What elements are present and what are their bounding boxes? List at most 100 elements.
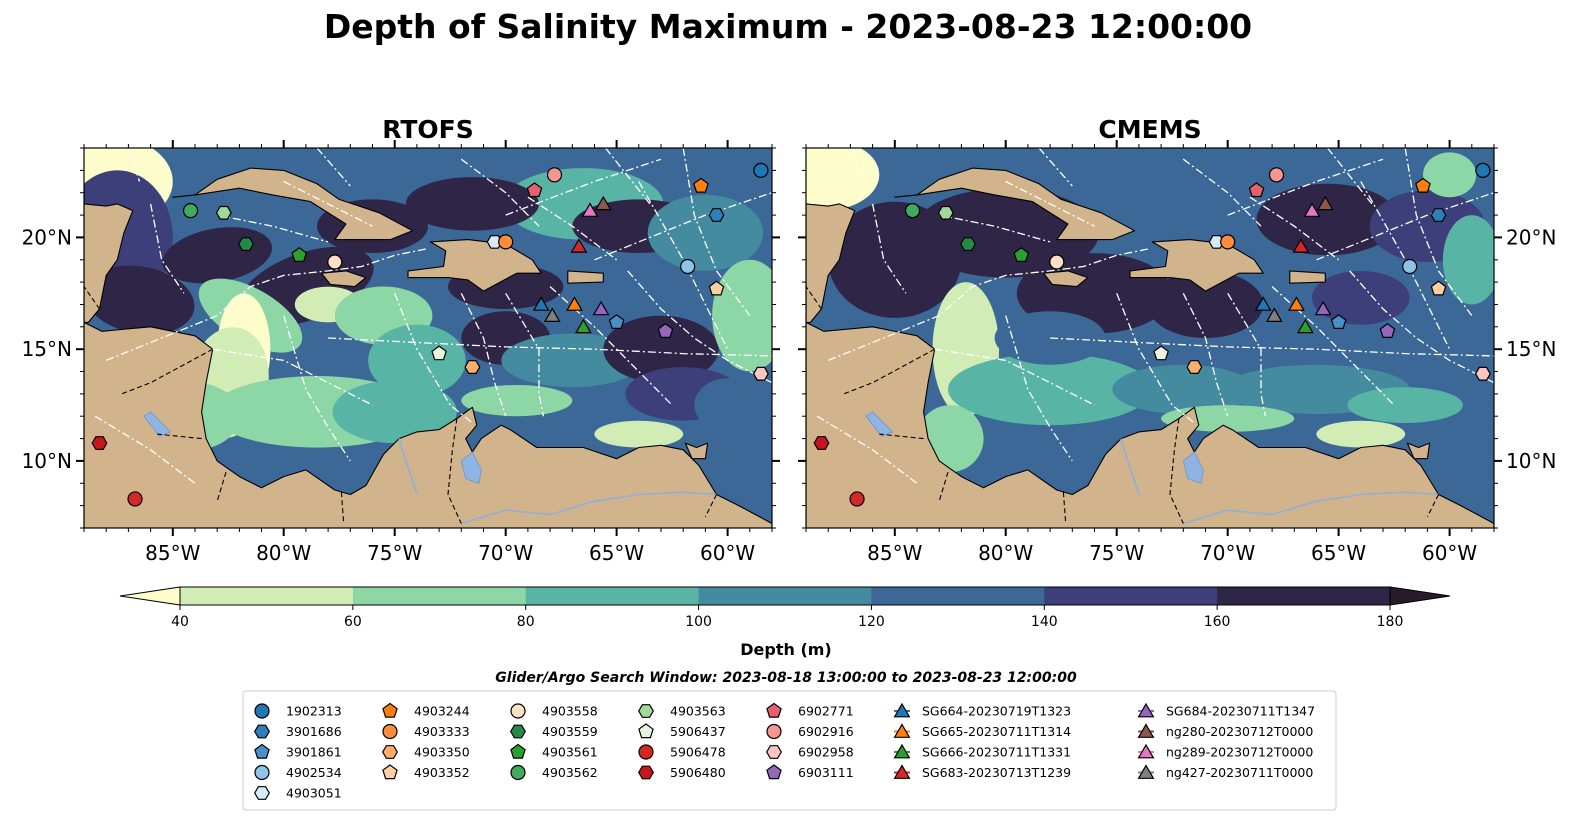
eez-line-19 <box>604 148 651 205</box>
eez-line-17 <box>127 148 141 182</box>
colorbar-tick-label: 160 <box>1204 614 1231 630</box>
marker-SG664-20230719T1323 <box>1254 296 1272 311</box>
legend-label: 3901686 <box>286 724 342 739</box>
marker-4903558 <box>327 254 343 270</box>
lake-0 <box>460 451 482 484</box>
marker-SG684-20230711T1347 <box>592 300 610 316</box>
marker-SG665-20230711T1314 <box>893 723 911 738</box>
eez-line-11 <box>1005 180 1095 227</box>
marker-4903561 <box>291 247 308 262</box>
marker-1902313 <box>1475 162 1491 178</box>
x-tick-label: 70°W <box>1200 541 1255 565</box>
legend-label: SG666-20230711T1331 <box>922 745 1071 760</box>
depth-field <box>806 148 1494 528</box>
marker-4903333 <box>1220 234 1236 250</box>
marker-4903352 <box>382 764 398 780</box>
marker-SG664-20230719T1323 <box>893 702 911 718</box>
x-tick-label: 60°W <box>1422 541 1477 565</box>
y-tick-label: 10°N <box>1506 449 1556 473</box>
eez-line-12 <box>217 214 329 243</box>
float-glider-markers <box>813 162 1491 507</box>
marker-ng280-20230712T0000 <box>594 195 612 211</box>
eez-line-15 <box>638 181 729 350</box>
axis-ticks: 85°W 80°W 75°W 70°W 65°W 60°W 20°N 15°N 10°N <box>798 140 1556 565</box>
legend-label: 6902916 <box>798 724 854 739</box>
lake-1 <box>865 411 894 437</box>
eez-line-0 <box>827 247 1151 362</box>
eez-line-14 <box>328 337 772 357</box>
depth-contour-20 <box>1316 420 1406 448</box>
eez-line-3 <box>394 293 473 424</box>
marker-4902534 <box>254 764 270 781</box>
colorbar-tick-label: 180 <box>1377 614 1404 630</box>
legend-label: 4903244 <box>414 704 470 719</box>
y-tick-label: 15°N <box>1506 337 1556 361</box>
eez-line-9 <box>1249 196 1339 261</box>
depth-contour-20 <box>647 194 764 271</box>
eez-boundaries <box>816 148 1494 484</box>
marker-SG666-20230711T1331 <box>893 743 911 759</box>
marker-5906480 <box>813 436 830 450</box>
lake-0 <box>1182 451 1204 484</box>
depth-contour-13 <box>368 324 466 397</box>
x-tick-label: 75°W <box>367 541 422 565</box>
eez-line-2 <box>1005 315 1073 462</box>
marker-1902313 <box>254 703 270 719</box>
river-1 <box>594 491 717 502</box>
depth-contour-4 <box>1147 271 1264 338</box>
depth-contour-0 <box>806 148 880 211</box>
marker-SG683-20230713T1239 <box>893 764 911 779</box>
country-border-3 <box>843 348 935 395</box>
marker-3901861 <box>254 743 270 759</box>
country-border-6 <box>806 286 822 310</box>
legend-label: 5906437 <box>670 724 726 739</box>
panel-title: CMEMS <box>1098 115 1201 144</box>
legend-label: 6903111 <box>798 765 854 780</box>
eez-line-16 <box>682 148 751 316</box>
eez-line-4 <box>460 293 507 417</box>
legend-label: 4903562 <box>542 765 598 780</box>
legend-label: 4903350 <box>414 745 470 760</box>
legend-label: SG684-20230711T1347 <box>1166 704 1315 719</box>
marker-3901686 <box>254 724 270 739</box>
x-tick-label: 80°W <box>978 541 1033 565</box>
colorbar-segment <box>525 587 700 605</box>
marker-4903350 <box>464 360 481 374</box>
eez-line-7 <box>1349 270 1494 384</box>
float-glider-markers <box>91 162 769 507</box>
depth-contour-29 <box>694 378 761 432</box>
colorbar-tick-label: 60 <box>344 614 362 630</box>
landmass-5 <box>1289 270 1326 284</box>
legend-label: 5906478 <box>670 745 726 760</box>
legend-label: 6902958 <box>798 745 854 760</box>
lake-1 <box>143 411 172 437</box>
eez-line-1 <box>934 348 1095 406</box>
marker-SG684-20230711T1347 <box>1137 702 1155 718</box>
eez-line-10 <box>460 158 540 227</box>
marker-6902958 <box>752 366 769 381</box>
marker-6902771 <box>766 702 782 718</box>
eez-line-7 <box>627 270 772 384</box>
y-tick-label: 20°N <box>1506 225 1556 249</box>
marker-5906437 <box>638 723 654 739</box>
marker-ng427-20230711T0000 <box>1137 764 1155 779</box>
marker-4903051 <box>254 786 270 800</box>
colorbar-tick-label: 120 <box>858 614 885 630</box>
marker-6903111 <box>766 764 782 780</box>
marker-6902916 <box>766 723 782 740</box>
depth-contour-8 <box>1423 152 1477 198</box>
colorbar-segment <box>871 587 1045 605</box>
legend-label: 4903352 <box>414 765 470 780</box>
landmass-3 <box>320 270 367 288</box>
x-tick-label: 85°W <box>867 541 922 565</box>
landmass-6 <box>1406 442 1431 460</box>
country-border-5 <box>704 494 717 518</box>
country-border-4 <box>216 471 227 502</box>
eez-line-10 <box>1182 158 1262 227</box>
marker-ng280-20230712T0000 <box>1316 195 1334 211</box>
x-tick-label: 80°W <box>256 541 311 565</box>
landmass-4 <box>1129 239 1264 292</box>
eez-line-11 <box>283 180 373 227</box>
